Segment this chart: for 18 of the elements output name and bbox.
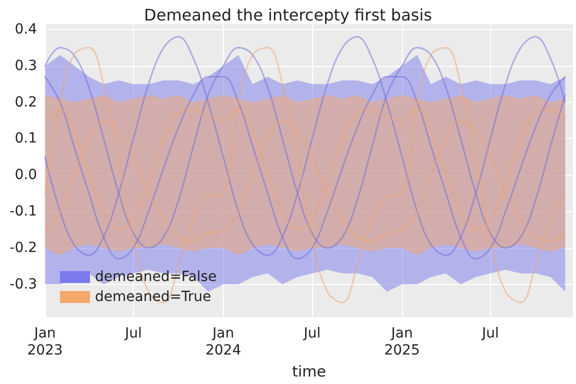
y-tick-label: -0.1 xyxy=(10,204,37,220)
y-tick-label: -0.3 xyxy=(10,276,37,292)
y-tick-label: 0.1 xyxy=(14,130,37,147)
x-tick-label: Jan 2025 xyxy=(384,326,420,359)
y-tick-label: -0.2 xyxy=(10,240,37,256)
x-tick-label: Jul xyxy=(302,326,321,342)
legend-label: demeaned=False xyxy=(95,269,217,285)
x-tick-label: Jul xyxy=(481,326,499,342)
legend-label: demeaned=True xyxy=(95,289,212,305)
y-tick-label: 0.4 xyxy=(14,21,38,38)
x-tick-label: Jan 2024 xyxy=(205,326,242,359)
x-tick-label: Jan 2023 xyxy=(27,326,63,359)
x-tick-label: Jul xyxy=(124,326,142,342)
x-axis-title: time xyxy=(292,362,326,380)
y-tick-label: 0.2 xyxy=(14,94,37,110)
y-tick-label: 0.0 xyxy=(14,167,37,184)
y-tick-label: 0.3 xyxy=(14,58,37,74)
chart-title: Demeaned the intercepty first basis xyxy=(144,6,432,24)
